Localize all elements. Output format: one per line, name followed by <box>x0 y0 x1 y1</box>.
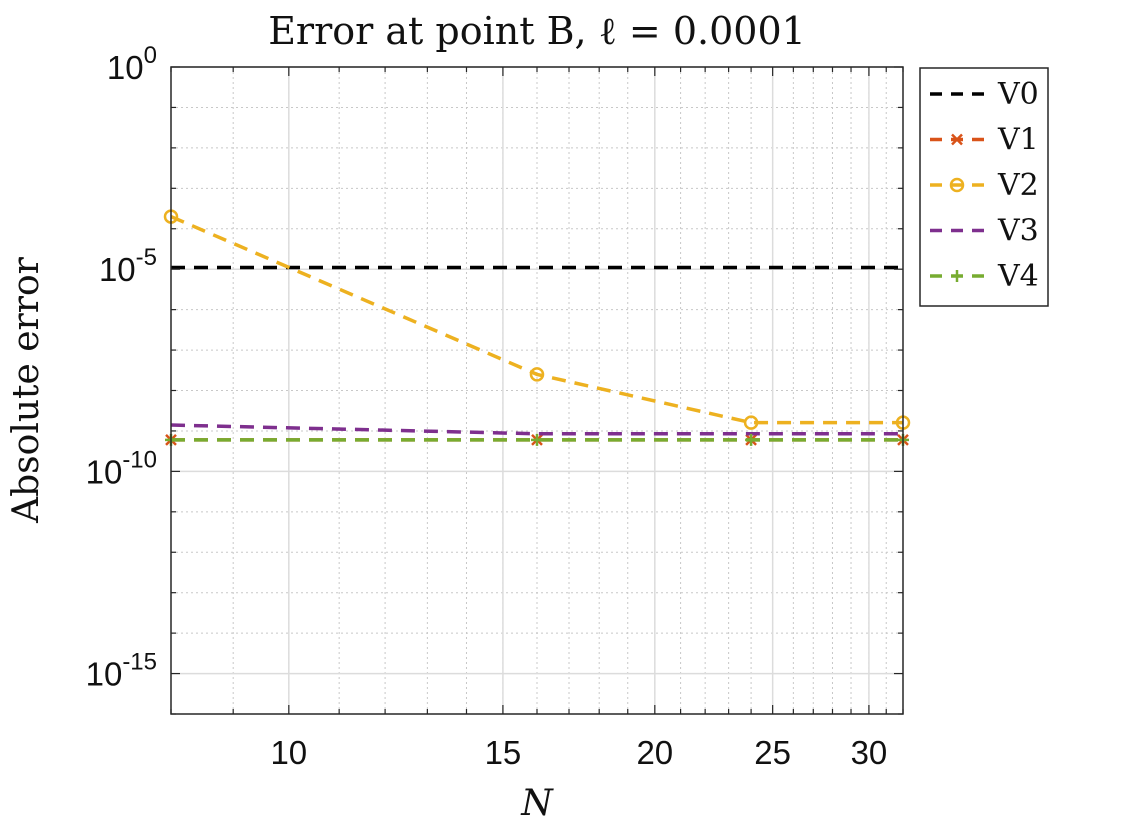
data-point-v4 <box>745 433 758 446</box>
data-point-v4 <box>531 433 543 446</box>
x-tick-label: 30 <box>851 734 888 771</box>
legend-label-v2: V2 <box>997 168 1039 203</box>
x-tick-label: 20 <box>636 734 673 771</box>
y-axis-label: Absolute error <box>6 256 47 524</box>
legend: V0 V1 V2 V3 V4 <box>919 67 1049 307</box>
y-tick-label: 10-10 <box>86 446 157 490</box>
y-tick-label: 10-15 <box>86 649 157 693</box>
legend-item-v2: V2 <box>930 168 1039 203</box>
legend-marker-v4 <box>951 270 963 282</box>
legend-marker-v1 <box>951 133 963 146</box>
legend-label-v4: V4 <box>997 259 1039 294</box>
x-tick-label: 15 <box>485 734 522 771</box>
x-tick-label: 25 <box>754 734 791 771</box>
legend-item-v1: V1 <box>930 123 1039 158</box>
legend-label-v3: V3 <box>997 214 1039 249</box>
series-v3 <box>170 423 903 436</box>
data-point-v2 <box>743 415 759 430</box>
series-v4 <box>165 433 909 446</box>
series-line-v2 <box>170 214 903 425</box>
legend-box <box>919 67 1049 307</box>
legend-label-v0: V0 <box>997 77 1039 112</box>
legend-item-v3: V3 <box>930 214 1039 249</box>
y-tick-label: 100 <box>107 42 157 86</box>
x-tick-label: 10 <box>270 734 307 771</box>
legend-label-v1: V1 <box>997 123 1039 158</box>
axis-layer: 10 15 20 25 30 100 10-5 10-10 10-15 <box>86 42 904 771</box>
legend-item-v4: V4 <box>930 259 1039 294</box>
series-line-v3 <box>170 423 903 436</box>
x-axis-label: N <box>520 783 554 824</box>
legend-item-v0: V0 <box>930 77 1039 112</box>
legend-marker-v2 <box>949 177 965 193</box>
y-tick-label: 10-5 <box>99 244 157 288</box>
grid-layer <box>171 66 903 714</box>
data-point-v2 <box>529 367 545 382</box>
chart-title: Error at point B, ℓ = 0.0001 <box>268 9 806 53</box>
marker-x-stroke <box>951 133 963 146</box>
